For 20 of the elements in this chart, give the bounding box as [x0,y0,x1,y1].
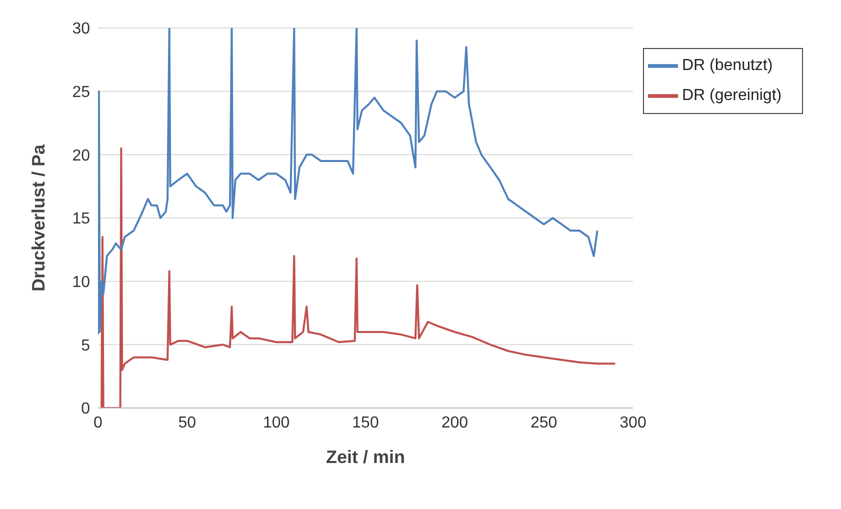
y-tick-label: 20 [72,147,90,164]
y-tick-label: 5 [81,337,90,354]
line-series [100,147,616,408]
x-tick-label: 300 [620,414,646,432]
x-tick-label: 200 [441,414,468,432]
x-tick-label: 100 [262,414,290,432]
line-series [98,28,598,336]
legend-label: DR (benutzt) [682,57,773,74]
x-tick-label: 50 [178,414,196,432]
y-tick-label: 15 [72,210,90,228]
legend-label: DR (gereinigt) [682,87,782,104]
x-axis-title: Zeit / min [326,447,406,467]
x-tick-label: 150 [352,414,379,432]
y-axis-title: Druckverlust / Pa [28,143,48,292]
y-tick-label: 25 [72,84,90,102]
y-tick-label: 0 [81,400,90,418]
x-tick-label: 0 [94,414,103,432]
y-tick-label: 10 [72,274,90,292]
y-tick-label: 30 [72,20,90,38]
x-tick-label: 250 [530,414,558,432]
